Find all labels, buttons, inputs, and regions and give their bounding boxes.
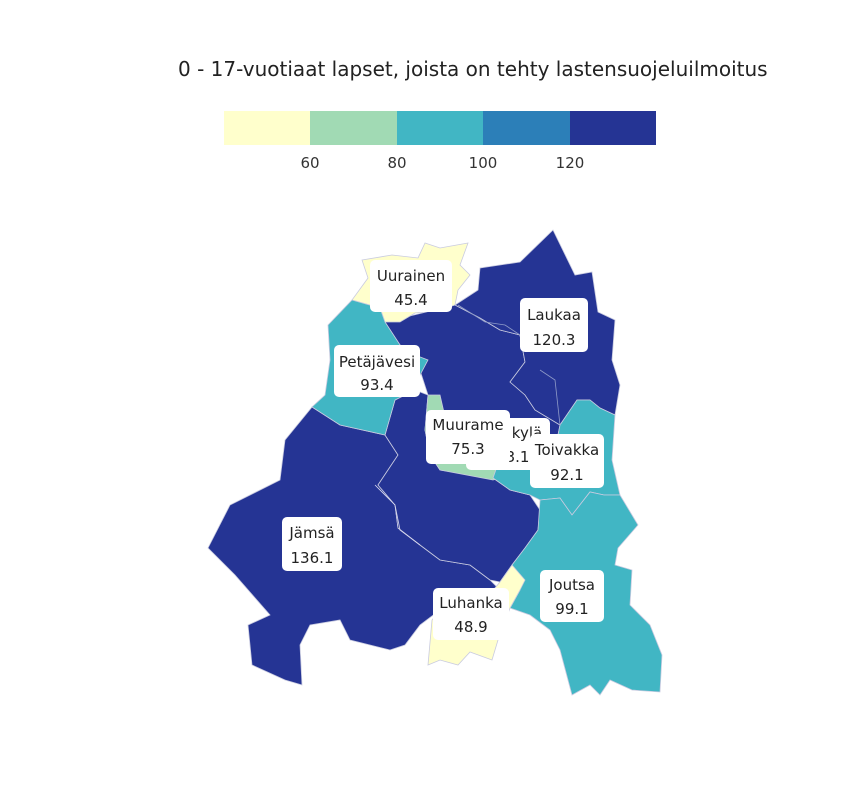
region-border [539, 369, 561, 426]
label-name: Toivakka [534, 441, 599, 459]
legend-tick: 60 [300, 154, 320, 172]
map-title: 0 - 17-vuotiaat lapset, joista on tehty … [178, 57, 768, 81]
label-joutsa: Joutsa 99.1 [540, 570, 604, 622]
label-jamsa: Jämsä 136.1 [282, 517, 342, 571]
label-name: Muurame [432, 416, 503, 434]
label-value: 120.3 [533, 331, 576, 349]
region-border [374, 484, 421, 546]
legend-bin-3 [396, 111, 484, 145]
region-border [457, 304, 521, 336]
label-value: 75.3 [451, 440, 484, 458]
label-laukaa: Laukaa 120.3 [520, 298, 588, 352]
legend-tick: 120 [555, 154, 585, 172]
legend-tick: 100 [468, 154, 498, 172]
label-name: Joutsa [548, 576, 595, 594]
label-muurame: Muurame 75.3 [426, 410, 510, 464]
label-value: 99.1 [555, 600, 588, 618]
legend-bin-2 [310, 111, 397, 145]
label-petajavesi: Petäjävesi 93.4 [334, 345, 420, 397]
label-toivakka: Toivakka 92.1 [530, 434, 604, 488]
label-value: 45.4 [394, 291, 427, 309]
label-value: 48.9 [454, 618, 487, 636]
legend-bin-1 [224, 111, 311, 145]
label-name: Luhanka [439, 594, 502, 612]
label-value: 93.4 [360, 376, 393, 394]
legend-bin-5 [569, 111, 657, 145]
label-name: Jämsä [288, 524, 334, 542]
legend-bin-4 [483, 111, 570, 145]
label-uurainen: Uurainen 45.4 [370, 260, 452, 312]
color-legend [224, 111, 657, 147]
label-name: Laukaa [527, 306, 581, 324]
label-luhanka: Luhanka 48.9 [433, 588, 509, 640]
label-name: Uurainen [377, 267, 445, 285]
label-value: 92.1 [550, 466, 583, 484]
legend-tick: 80 [387, 154, 407, 172]
label-value: 136.1 [291, 549, 334, 567]
legend-ticks: 60 80 100 120 [224, 154, 656, 174]
label-name: Petäjävesi [339, 353, 415, 371]
